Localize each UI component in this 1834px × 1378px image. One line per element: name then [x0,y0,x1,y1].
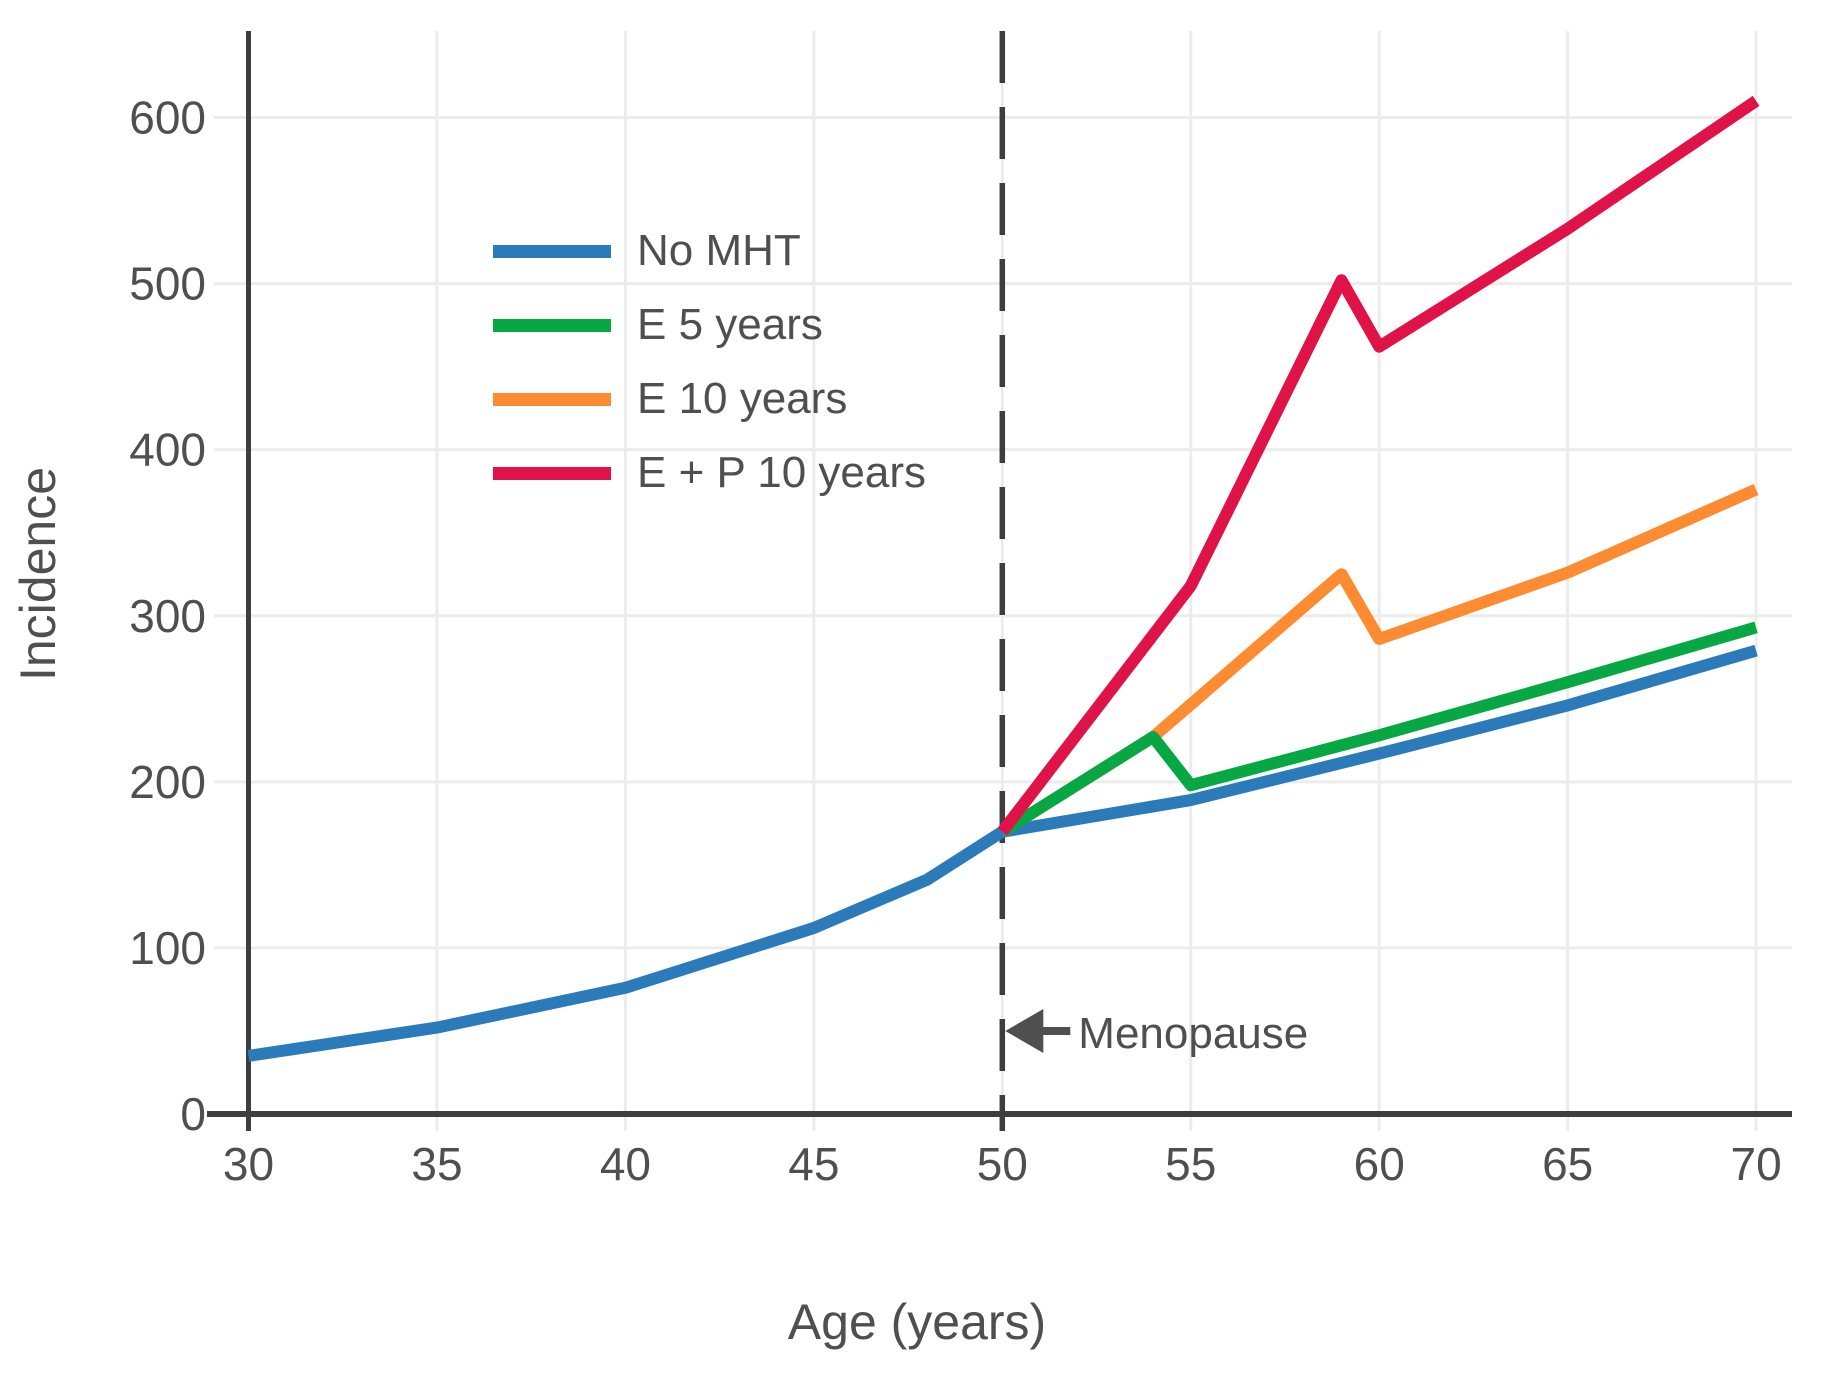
x-tick-label-40: 40 [600,1138,651,1190]
y-tick-label-0: 0 [180,1088,206,1140]
x-tick-label-65: 65 [1542,1138,1593,1190]
x-tick-label-50: 50 [977,1138,1028,1190]
x-tick-label-30: 30 [223,1138,274,1190]
legend: No MHT E 5 years E 10 years E + P 10 years [493,214,926,510]
legend-swatch-e-10-years [493,392,611,406]
legend-item-e-p-10-years: E + P 10 years [493,436,926,510]
legend-item-e-10-years: E 10 years [493,362,926,436]
x-tick-label-60: 60 [1354,1138,1405,1190]
y-tick-label-200: 200 [129,756,206,808]
y-tick-label-600: 600 [129,92,206,144]
x-tick-label-35: 35 [411,1138,462,1190]
legend-item-no-mht: No MHT [493,214,926,288]
legend-label: E + P 10 years [637,448,927,497]
series-line-e-5-years [999,621,1758,837]
legend-swatch-e-5-years [493,318,611,332]
menopause-annotation: Menopause [1078,1009,1308,1058]
x-tick-label-70: 70 [1731,1138,1782,1190]
x-tick-label-55: 55 [1165,1138,1216,1190]
legend-label: No MHT [637,226,801,275]
x-axis-title: Age (years) [787,1294,1047,1350]
series-line-e-p-10-years [997,95,1760,836]
legend-item-e-5-years: E 5 years [493,288,926,362]
legend-label: E 10 years [637,374,848,423]
y-tick-label-500: 500 [129,258,206,310]
legend-label: E 5 years [637,300,823,349]
legend-swatch-e-p-10-years [493,466,611,480]
series-line-no-mht [247,644,1758,1062]
menopause-arrow-shaft [1040,1027,1071,1035]
legend-swatch-no-mht [493,244,611,258]
x-tick-label-45: 45 [788,1138,839,1190]
menopause-arrow-icon [1005,1009,1044,1053]
y-tick-label-100: 100 [129,922,206,974]
y-tick-label-400: 400 [129,424,206,476]
y-tick-label-300: 300 [129,590,206,642]
y-axis-title: Incidence [10,466,66,682]
